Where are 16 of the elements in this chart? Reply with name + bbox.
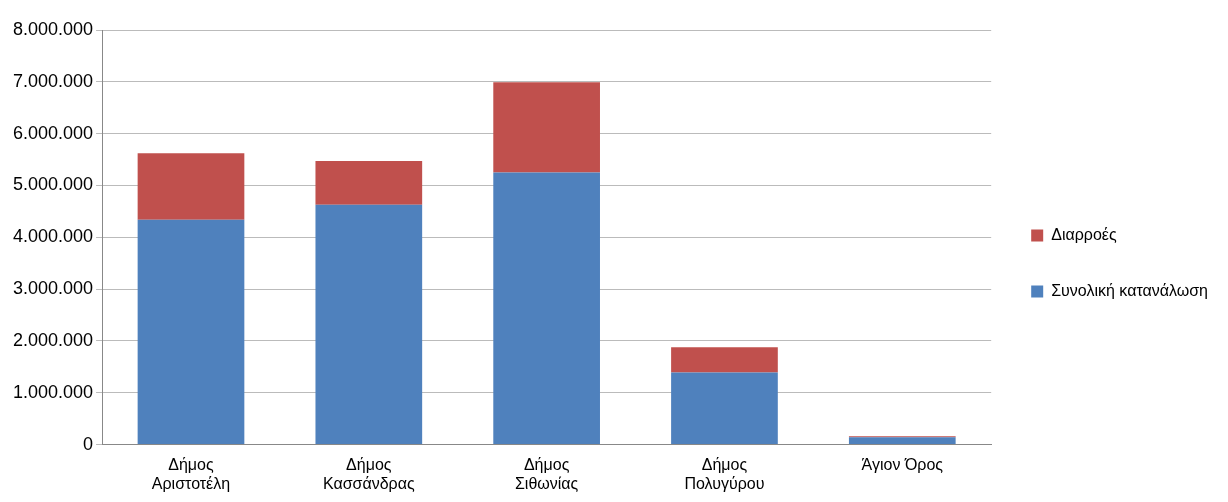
- y-tick-label: 4.000.000: [13, 226, 94, 247]
- x-tick-label: Δήμος Σιθωνίας: [514, 455, 579, 492]
- x-tick-label: Δήμος Πολυγύρου: [684, 455, 765, 492]
- y-tick-label: 2.000.000: [13, 329, 94, 350]
- y-tick-label: 6.000.000: [13, 122, 94, 143]
- y-tick-label: 3.000.000: [13, 278, 94, 299]
- x-tick-label: Άγιον Όρος: [861, 455, 944, 473]
- y-tick-label: 8.000.000: [13, 18, 94, 39]
- x-tick-label: Δήμος Κασσάνδρας: [322, 455, 415, 492]
- y-tick-label: 0: [83, 433, 94, 454]
- x-tick-label: Δήμος Αριστοτέλη: [151, 455, 231, 492]
- legend-label: Διαρροές: [1051, 225, 1117, 243]
- y-tick-label: 1.000.000: [13, 381, 94, 402]
- y-tick-label: 7.000.000: [13, 70, 94, 91]
- y-tick-label: 5.000.000: [13, 174, 94, 195]
- legend-label: Συνολική κατανάλωση: [1051, 281, 1209, 299]
